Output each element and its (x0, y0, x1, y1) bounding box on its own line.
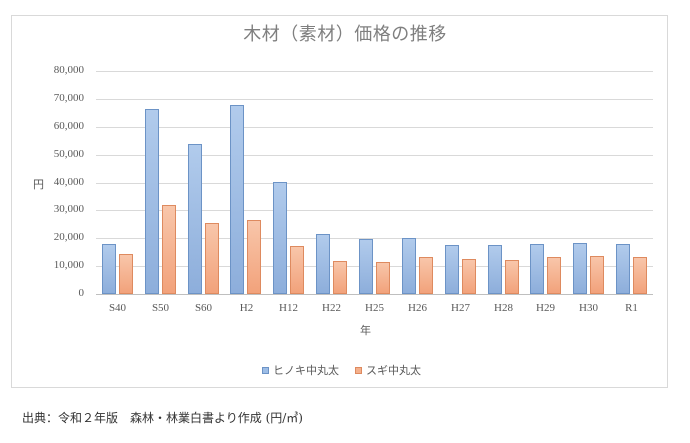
bar-sugi-s50 (162, 205, 176, 294)
y-tick-label: 0 (78, 287, 85, 299)
bar-sugi-h29 (547, 257, 561, 294)
bar-hinoki-h26 (402, 238, 416, 294)
gridline (96, 71, 653, 72)
x-tick-label: S40 (108, 302, 127, 314)
legend-label-hinoki: ヒノキ中丸太 (273, 364, 339, 377)
legend-swatch-sugi (355, 366, 362, 374)
x-tick-label: H25 (365, 302, 384, 314)
y-tick-label: 70,000 (53, 92, 84, 104)
bar-hinoki-h27 (445, 245, 459, 294)
chart-frame (11, 15, 668, 388)
gridline (96, 210, 653, 211)
y-tick-label: 40,000 (53, 176, 84, 188)
bar-hinoki-h22 (316, 234, 330, 294)
bar-hinoki-s50 (145, 109, 159, 294)
bar-hinoki-r1 (616, 244, 630, 294)
chart-title: 木材（素材）価格の推移 (243, 24, 447, 45)
bar-sugi-h30 (590, 256, 604, 294)
bar-sugi-h27 (462, 259, 476, 294)
gridline (96, 99, 653, 100)
bar-sugi-s60 (205, 223, 219, 294)
gridline (96, 155, 653, 156)
bar-sugi-s40 (119, 254, 133, 294)
bar-hinoki-h2 (230, 105, 244, 294)
bar-sugi-h12 (290, 246, 304, 294)
x-tick-label: H2 (239, 302, 254, 314)
x-tick-label: R1 (625, 302, 638, 314)
x-tick-label: S60 (194, 302, 213, 314)
bar-sugi-h22 (333, 261, 347, 294)
bar-hinoki-h29 (530, 244, 544, 294)
x-axis-label: 年 (360, 324, 371, 337)
gridline (96, 266, 653, 267)
bar-hinoki-h30 (573, 243, 587, 294)
y-tick-label: 50,000 (53, 148, 84, 160)
legend: ヒノキ中丸太 スギ中丸太 (262, 362, 421, 378)
y-tick-label: 60,000 (53, 120, 84, 132)
legend-swatch-hinoki (262, 366, 269, 374)
bar-sugi-h2 (247, 220, 261, 294)
bar-sugi-r1 (633, 257, 647, 294)
bar-sugi-h28 (505, 260, 519, 294)
x-tick-label: S50 (151, 302, 170, 314)
y-axis-label: 円 (33, 178, 44, 191)
legend-label-sugi: スギ中丸太 (366, 364, 421, 377)
gridline (96, 183, 653, 184)
x-axis-line (96, 294, 653, 295)
y-tick-label: 20,000 (53, 231, 84, 243)
y-tick-label: 80,000 (53, 64, 84, 76)
bar-hinoki-h28 (488, 245, 502, 294)
x-tick-label: H12 (279, 302, 298, 314)
x-tick-label: H29 (536, 302, 555, 314)
y-tick-label: 10,000 (53, 259, 84, 271)
y-tick-label: 30,000 (53, 203, 84, 215)
bar-sugi-h25 (376, 262, 390, 294)
x-tick-label: H27 (451, 302, 470, 314)
gridline (96, 127, 653, 128)
x-tick-label: H30 (579, 302, 598, 314)
bar-hinoki-h25 (359, 239, 373, 294)
bar-sugi-h26 (419, 257, 433, 294)
bar-hinoki-s40 (102, 244, 116, 294)
bar-hinoki-s60 (188, 144, 202, 294)
gridline (96, 238, 653, 239)
x-tick-label: H26 (408, 302, 427, 314)
x-tick-label: H28 (494, 302, 513, 314)
bar-hinoki-h12 (273, 182, 287, 294)
x-tick-label: H22 (322, 302, 341, 314)
source-note: 出典：令和２年版 森林・林業白書より作成 (円/㎥) (22, 411, 303, 425)
